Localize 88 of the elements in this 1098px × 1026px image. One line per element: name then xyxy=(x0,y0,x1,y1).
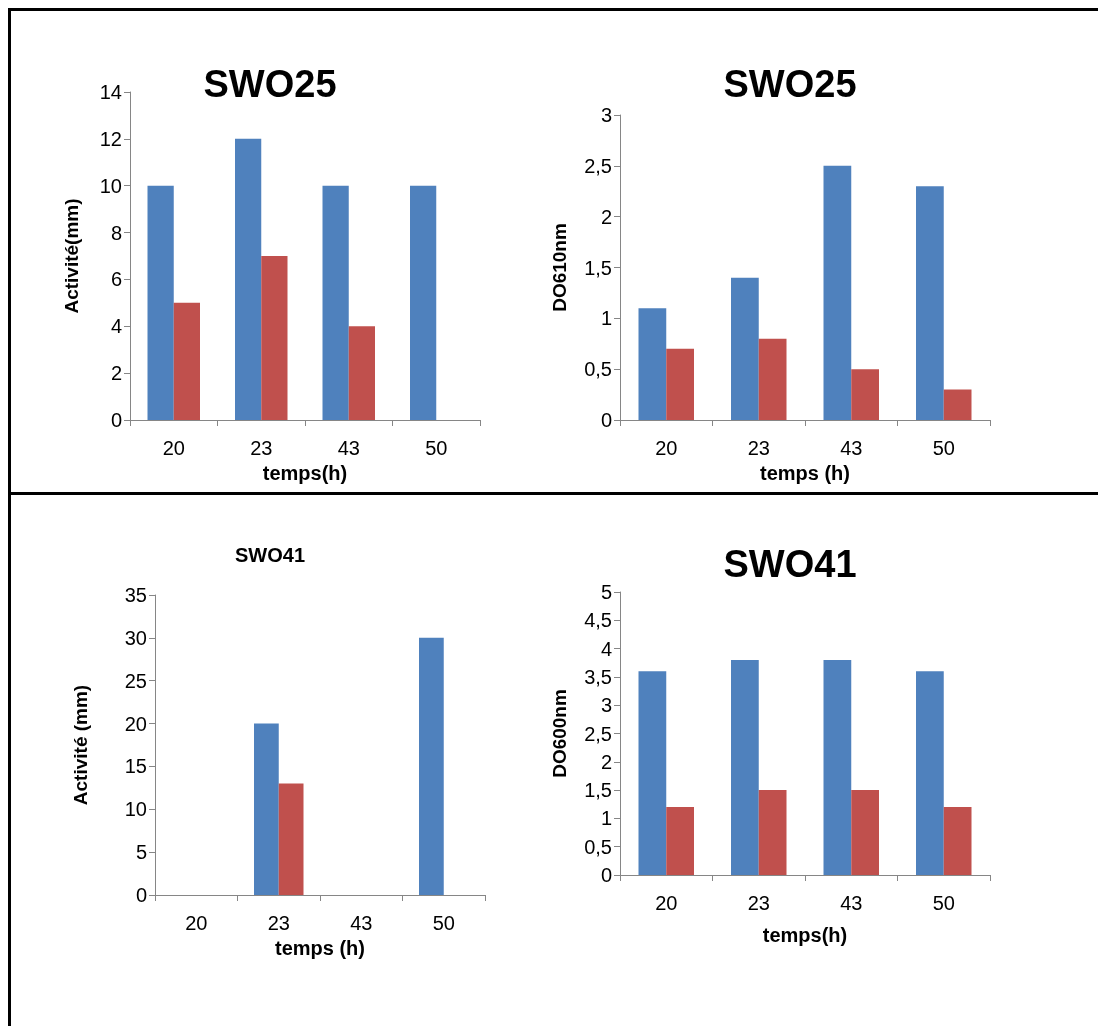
x-tick-label: 23 xyxy=(747,437,770,459)
bar xyxy=(666,807,694,875)
y-tick-label: 5 xyxy=(600,581,612,603)
bar xyxy=(916,671,944,875)
x-tick-label: 20 xyxy=(655,892,678,914)
y-tick-label: 25 xyxy=(124,669,147,692)
bar xyxy=(823,659,852,875)
bar xyxy=(851,790,879,875)
bar xyxy=(322,185,349,420)
bar xyxy=(147,185,174,420)
bar xyxy=(851,369,879,420)
bar xyxy=(666,348,694,420)
bar xyxy=(235,138,262,420)
x-axis-title: temps (h) xyxy=(275,936,365,959)
bar xyxy=(758,790,787,875)
y-tick-label: 0 xyxy=(135,884,147,906)
bar xyxy=(638,308,667,420)
chart-title: SWO41 xyxy=(723,543,857,585)
y-axis-title: DO610nm xyxy=(549,223,570,312)
x-tick-label: 43 xyxy=(840,437,863,459)
y-tick-label: 1,5 xyxy=(584,779,612,802)
bar xyxy=(638,671,667,875)
x-tick-label: 50 xyxy=(932,892,955,914)
x-tick-label: 43 xyxy=(840,892,863,914)
y-tick-label: 3 xyxy=(600,104,612,126)
x-tick-label: 50 xyxy=(425,437,448,459)
chart-title: SWO25 xyxy=(723,63,857,105)
bar xyxy=(419,637,444,895)
y-tick-label: 5 xyxy=(135,841,147,864)
y-tick-label: 0,5 xyxy=(584,358,612,381)
y-tick-label: 2 xyxy=(600,205,612,228)
y-tick-label: 12 xyxy=(99,127,122,150)
x-tick-label: 23 xyxy=(267,912,290,934)
x-tick-label: 23 xyxy=(747,892,770,914)
y-tick-label: 3 xyxy=(600,694,612,717)
x-tick-label: 43 xyxy=(350,912,373,934)
bar xyxy=(943,807,972,875)
y-tick-label: 10 xyxy=(124,798,147,821)
x-tick-label: 23 xyxy=(250,437,273,459)
bar xyxy=(261,256,288,420)
y-axis-title: Activité (mm) xyxy=(70,684,91,806)
bar xyxy=(278,783,304,895)
chart-title: SWO25 xyxy=(203,63,337,105)
bar xyxy=(410,185,437,420)
y-tick-label: 15 xyxy=(124,755,147,778)
x-axis-title: temps(h) xyxy=(262,461,348,484)
bar xyxy=(823,165,852,420)
y-tick-label: 2,5 xyxy=(584,722,612,745)
y-tick-label: 4 xyxy=(600,637,612,660)
y-tick-label: 35 xyxy=(124,584,147,606)
chart-title: SWO41 xyxy=(234,544,306,566)
y-tick-label: 2,5 xyxy=(584,154,612,177)
bar xyxy=(731,659,759,875)
y-tick-label: 4 xyxy=(110,315,122,338)
y-tick-label: 0 xyxy=(600,409,612,431)
y-tick-label: 3,5 xyxy=(584,665,612,688)
y-tick-label: 6 xyxy=(110,268,122,291)
x-tick-label: 20 xyxy=(162,437,185,459)
y-axis-title: DO600nm xyxy=(549,689,570,778)
y-tick-label: 1 xyxy=(600,807,612,830)
x-tick-label: 20 xyxy=(655,437,678,459)
x-tick-label: 50 xyxy=(432,912,455,934)
x-axis-title: temps (h) xyxy=(760,461,850,484)
y-tick-label: 0 xyxy=(110,409,122,431)
bar xyxy=(943,389,972,420)
x-tick-label: 20 xyxy=(185,912,208,934)
bar xyxy=(758,338,787,420)
y-axis-title: Activité(mm) xyxy=(61,198,82,314)
y-tick-label: 2 xyxy=(110,362,122,385)
y-tick-label: 0 xyxy=(600,864,612,886)
bar xyxy=(916,186,944,420)
x-tick-label: 43 xyxy=(337,437,360,459)
y-tick-label: 14 xyxy=(99,81,122,103)
y-tick-label: 8 xyxy=(110,221,122,244)
bar xyxy=(173,302,200,420)
y-tick-label: 4,5 xyxy=(584,609,612,632)
y-tick-label: 1 xyxy=(600,307,612,330)
bar xyxy=(348,326,375,420)
y-tick-label: 10 xyxy=(99,174,122,197)
x-axis-title: temps(h) xyxy=(762,924,848,946)
y-tick-label: 2 xyxy=(600,750,612,773)
y-tick-label: 1,5 xyxy=(584,256,612,279)
x-tick-label: 50 xyxy=(932,437,955,459)
y-tick-label: 0,5 xyxy=(584,835,612,858)
bar xyxy=(254,723,279,895)
bar xyxy=(731,277,759,420)
y-tick-label: 20 xyxy=(124,712,147,735)
y-tick-label: 30 xyxy=(124,626,147,649)
